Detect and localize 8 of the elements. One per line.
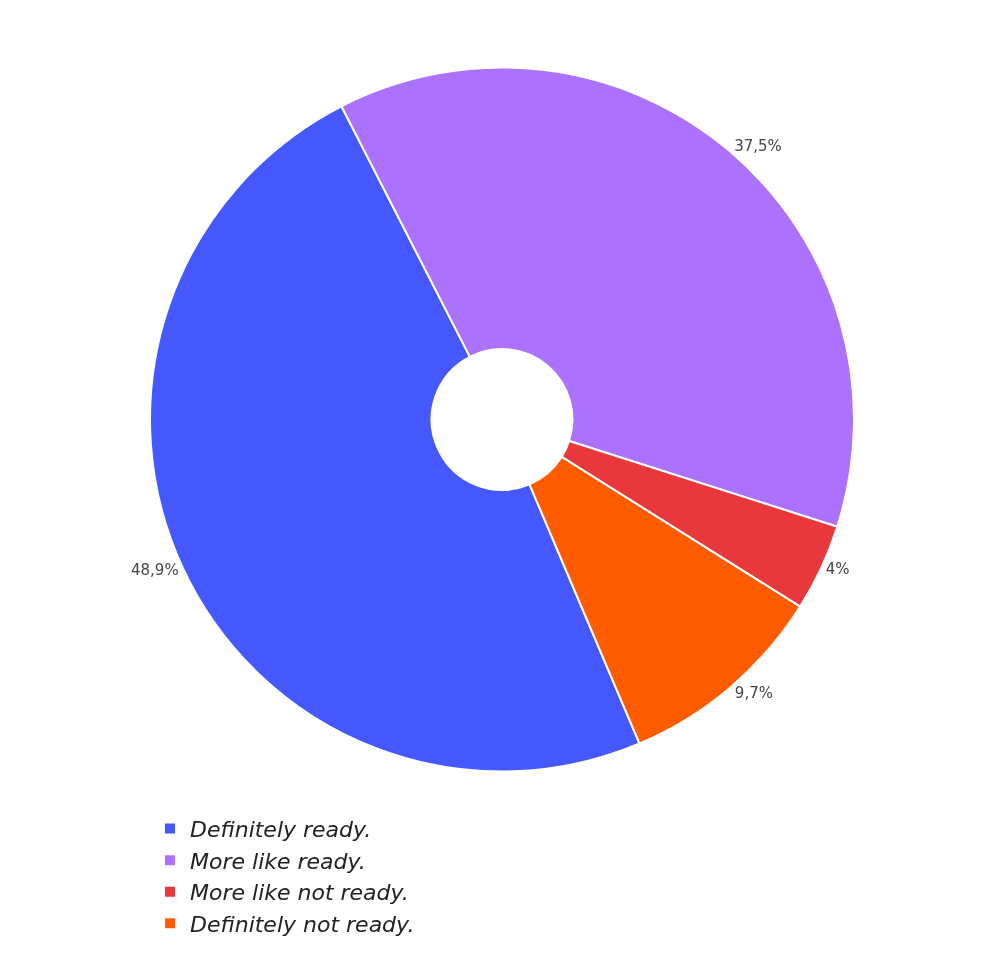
data-label: 48,9%	[131, 561, 179, 580]
data-label: 37,5%	[734, 136, 782, 155]
legend-label: Definitely ready.	[190, 817, 372, 843]
legend-label: Definitely not ready.	[190, 911, 415, 937]
data-label: 4%	[825, 560, 850, 579]
legend-label: More like ready.	[190, 848, 366, 874]
legend-label: More like not ready.	[190, 880, 409, 906]
data-label: 9,7%	[734, 683, 773, 702]
